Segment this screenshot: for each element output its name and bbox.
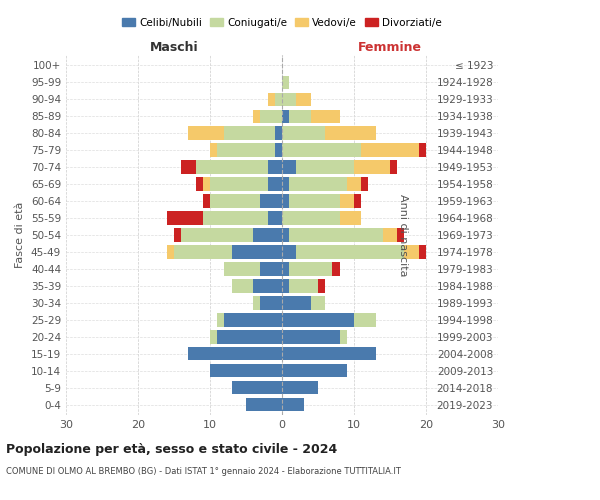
Bar xyxy=(174,246,232,258)
Bar xyxy=(232,280,253,292)
Text: COMUNE DI OLMO AL BREMBO (BG) - Dati ISTAT 1° gennaio 2024 - Elaborazione TUTTIT: COMUNE DI OLMO AL BREMBO (BG) - Dati IST… xyxy=(6,468,401,476)
Bar xyxy=(203,212,268,224)
Bar xyxy=(210,178,268,190)
Bar xyxy=(282,246,296,258)
Bar xyxy=(282,160,296,173)
Bar xyxy=(383,228,397,241)
Bar xyxy=(361,178,368,190)
Bar xyxy=(282,296,311,310)
Bar xyxy=(318,280,325,292)
Bar xyxy=(260,262,282,276)
Bar xyxy=(282,398,304,411)
Bar xyxy=(419,144,426,156)
Bar xyxy=(188,347,282,360)
Bar xyxy=(282,212,340,224)
Bar xyxy=(397,228,404,241)
Bar xyxy=(296,160,354,173)
Bar xyxy=(289,178,347,190)
Bar xyxy=(275,144,282,156)
Bar xyxy=(203,178,210,190)
Bar xyxy=(188,126,224,140)
Bar xyxy=(282,126,325,140)
Bar xyxy=(210,194,260,207)
Bar xyxy=(282,92,296,106)
Bar xyxy=(325,126,376,140)
Bar xyxy=(340,212,361,224)
Bar xyxy=(354,194,361,207)
Bar xyxy=(181,160,196,173)
Bar xyxy=(232,246,282,258)
Bar xyxy=(275,126,282,140)
Bar xyxy=(203,194,210,207)
Bar xyxy=(340,194,354,207)
Bar xyxy=(311,110,340,123)
Bar xyxy=(282,178,289,190)
Bar xyxy=(282,194,289,207)
Bar xyxy=(354,160,390,173)
Bar xyxy=(296,92,311,106)
Bar xyxy=(311,296,325,310)
Bar xyxy=(282,314,354,326)
Bar xyxy=(253,110,260,123)
Bar xyxy=(268,92,275,106)
Bar xyxy=(167,212,203,224)
Bar xyxy=(260,110,282,123)
Bar xyxy=(268,212,282,224)
Bar xyxy=(253,228,282,241)
Bar xyxy=(224,262,260,276)
Bar xyxy=(210,364,282,378)
Bar xyxy=(282,262,289,276)
Bar xyxy=(282,364,347,378)
Bar xyxy=(282,381,318,394)
Bar xyxy=(181,228,253,241)
Bar xyxy=(224,314,282,326)
Bar xyxy=(275,92,282,106)
Text: Femmine: Femmine xyxy=(358,41,422,54)
Bar xyxy=(332,262,340,276)
Bar xyxy=(390,160,397,173)
Bar xyxy=(282,330,340,344)
Bar xyxy=(174,228,181,241)
Bar xyxy=(217,314,224,326)
Bar xyxy=(217,330,282,344)
Bar xyxy=(289,194,340,207)
Bar xyxy=(217,144,275,156)
Bar xyxy=(282,228,289,241)
Bar xyxy=(210,144,217,156)
Bar xyxy=(340,330,347,344)
Bar xyxy=(268,160,282,173)
Bar xyxy=(347,178,361,190)
Bar xyxy=(404,246,419,258)
Bar xyxy=(268,178,282,190)
Bar xyxy=(282,144,361,156)
Bar xyxy=(282,280,289,292)
Bar xyxy=(289,228,383,241)
Y-axis label: Anni di nascita: Anni di nascita xyxy=(398,194,407,276)
Text: Maschi: Maschi xyxy=(149,41,199,54)
Bar xyxy=(419,246,426,258)
Bar xyxy=(361,144,419,156)
Bar xyxy=(282,76,289,89)
Bar xyxy=(260,296,282,310)
Bar xyxy=(232,381,282,394)
Bar xyxy=(167,246,174,258)
Legend: Celibi/Nubili, Coniugati/e, Vedovi/e, Divorziati/e: Celibi/Nubili, Coniugati/e, Vedovi/e, Di… xyxy=(118,14,446,32)
Bar xyxy=(196,160,268,173)
Bar xyxy=(282,110,289,123)
Bar xyxy=(253,296,260,310)
Text: Popolazione per età, sesso e stato civile - 2024: Popolazione per età, sesso e stato civil… xyxy=(6,442,337,456)
Bar xyxy=(289,110,311,123)
Bar xyxy=(224,126,275,140)
Y-axis label: Fasce di età: Fasce di età xyxy=(16,202,25,268)
Bar xyxy=(260,194,282,207)
Bar xyxy=(210,330,217,344)
Bar xyxy=(196,178,203,190)
Bar xyxy=(289,262,332,276)
Bar xyxy=(289,280,318,292)
Bar xyxy=(282,347,376,360)
Bar xyxy=(246,398,282,411)
Bar xyxy=(354,314,376,326)
Bar xyxy=(296,246,404,258)
Bar xyxy=(253,280,282,292)
